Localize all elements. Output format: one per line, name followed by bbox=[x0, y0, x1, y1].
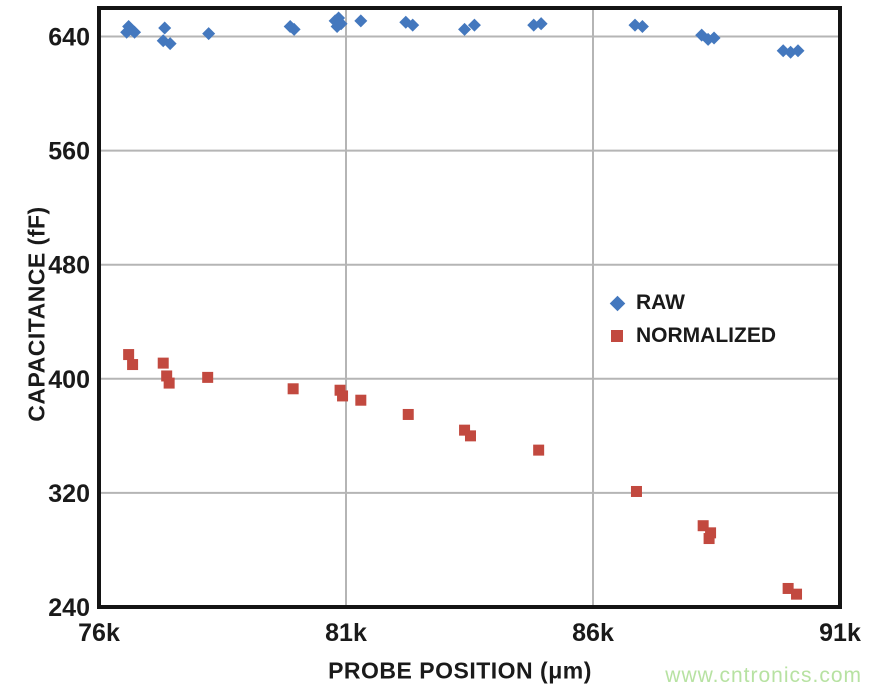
watermark: www.cntronics.com bbox=[665, 664, 862, 687]
x-tick-labels: 76k 81k 86k 91k bbox=[78, 619, 861, 647]
raw-data-point bbox=[467, 18, 481, 32]
normalized-data-point bbox=[202, 371, 214, 383]
normalized-data-point bbox=[402, 408, 414, 420]
normalized-data-point bbox=[705, 527, 717, 539]
normalized-data-point bbox=[355, 394, 367, 406]
normalized-series-square-icon bbox=[611, 330, 623, 342]
y-tick-label: 240 bbox=[48, 594, 90, 622]
x-tick-label: 91k bbox=[819, 619, 861, 647]
raw-data-point bbox=[287, 22, 301, 36]
raw-series-points bbox=[120, 11, 805, 59]
y-tick-label: 320 bbox=[48, 480, 90, 508]
normalized-data-point bbox=[464, 430, 476, 442]
normalized-data-point bbox=[703, 533, 715, 545]
raw-series-diamond-icon bbox=[609, 295, 626, 311]
y-axis-title: CAPACITANCE (fF) bbox=[23, 206, 50, 422]
normalized-data-point bbox=[459, 424, 471, 436]
y-tick-label: 560 bbox=[48, 138, 90, 166]
plot-border bbox=[97, 6, 842, 609]
legend-item-normalized: NORMALIZED bbox=[610, 323, 776, 349]
raw-data-point bbox=[334, 17, 348, 31]
y-tick-label: 480 bbox=[48, 252, 90, 280]
normalized-data-point bbox=[157, 357, 169, 369]
raw-data-point bbox=[354, 14, 368, 28]
legend: RAW NORMALIZED bbox=[609, 290, 776, 349]
gridlines bbox=[99, 8, 840, 607]
normalized-data-point bbox=[127, 359, 139, 371]
raw-data-point bbox=[158, 21, 172, 35]
normalized-data-point bbox=[163, 377, 175, 389]
legend-item-raw: RAW bbox=[609, 290, 776, 316]
raw-data-point bbox=[458, 22, 472, 36]
normalized-data-point bbox=[287, 383, 299, 395]
x-tick-label: 86k bbox=[572, 619, 614, 647]
normalized-data-point bbox=[161, 370, 173, 382]
normalized-data-point bbox=[123, 349, 135, 361]
normalized-data-point bbox=[782, 582, 794, 594]
legend-label-normalized: NORMALIZED bbox=[636, 324, 776, 347]
normalized-data-point bbox=[697, 520, 709, 532]
normalized-data-point bbox=[334, 384, 346, 396]
legend-label-raw: RAW bbox=[636, 291, 685, 314]
x-tick-label: 81k bbox=[325, 619, 367, 647]
raw-data-point bbox=[202, 27, 216, 41]
normalized-data-point bbox=[791, 588, 803, 600]
normalized-series-points bbox=[123, 349, 803, 600]
normalized-data-point bbox=[533, 444, 545, 456]
y-tick-label: 640 bbox=[48, 24, 90, 52]
normalized-data-point bbox=[630, 485, 642, 497]
raw-data-point bbox=[406, 18, 420, 32]
x-axis-title: PROBE POSITION (μm) bbox=[328, 657, 592, 684]
x-tick-label: 76k bbox=[78, 619, 120, 647]
y-tick-labels: 240 320 400 480 560 640 bbox=[48, 24, 90, 622]
normalized-data-point bbox=[337, 390, 349, 402]
y-tick-label: 400 bbox=[48, 366, 90, 394]
